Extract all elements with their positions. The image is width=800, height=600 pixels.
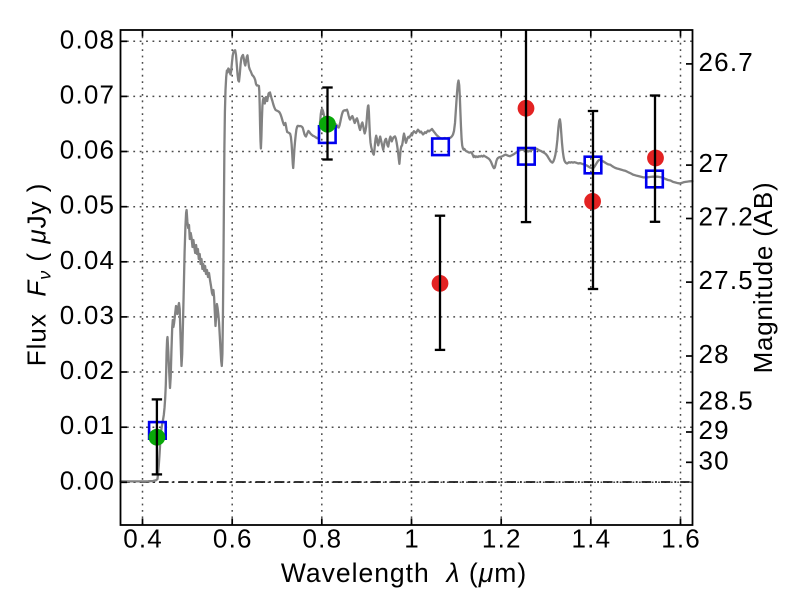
svg-text:0.01: 0.01: [60, 410, 115, 440]
svg-text:26.7: 26.7: [699, 47, 754, 77]
svg-text:Flux Fν ( μJy ): Flux Fν ( μJy ): [22, 183, 55, 367]
svg-text:Wavelength λ (μm): Wavelength λ (μm): [281, 558, 527, 588]
svg-text:0.06: 0.06: [60, 135, 115, 165]
svg-text:1.4: 1.4: [572, 524, 612, 554]
svg-text:1.6: 1.6: [661, 524, 701, 554]
svg-text:0.08: 0.08: [60, 24, 115, 54]
svg-text:0.02: 0.02: [60, 355, 115, 385]
svg-text:0.6: 0.6: [213, 524, 253, 554]
svg-text:27: 27: [699, 148, 730, 178]
svg-text:27.5: 27.5: [699, 265, 754, 295]
svg-text:0.00: 0.00: [60, 465, 115, 495]
svg-text:Magnitude (AB): Magnitude (AB): [748, 182, 778, 374]
svg-text:29: 29: [699, 415, 730, 445]
svg-text:27.2: 27.2: [699, 202, 754, 232]
svg-text:0.8: 0.8: [303, 524, 343, 554]
svg-text:0.05: 0.05: [60, 190, 115, 220]
svg-text:28.5: 28.5: [699, 386, 754, 416]
svg-text:30: 30: [699, 445, 730, 475]
svg-text:0.07: 0.07: [60, 79, 115, 109]
svg-text:1: 1: [404, 524, 420, 554]
svg-text:0.04: 0.04: [60, 245, 115, 275]
svg-text:0.03: 0.03: [60, 300, 115, 330]
svg-text:0.4: 0.4: [123, 524, 163, 554]
svg-text:1.2: 1.2: [482, 524, 522, 554]
svg-text:28: 28: [699, 339, 730, 369]
